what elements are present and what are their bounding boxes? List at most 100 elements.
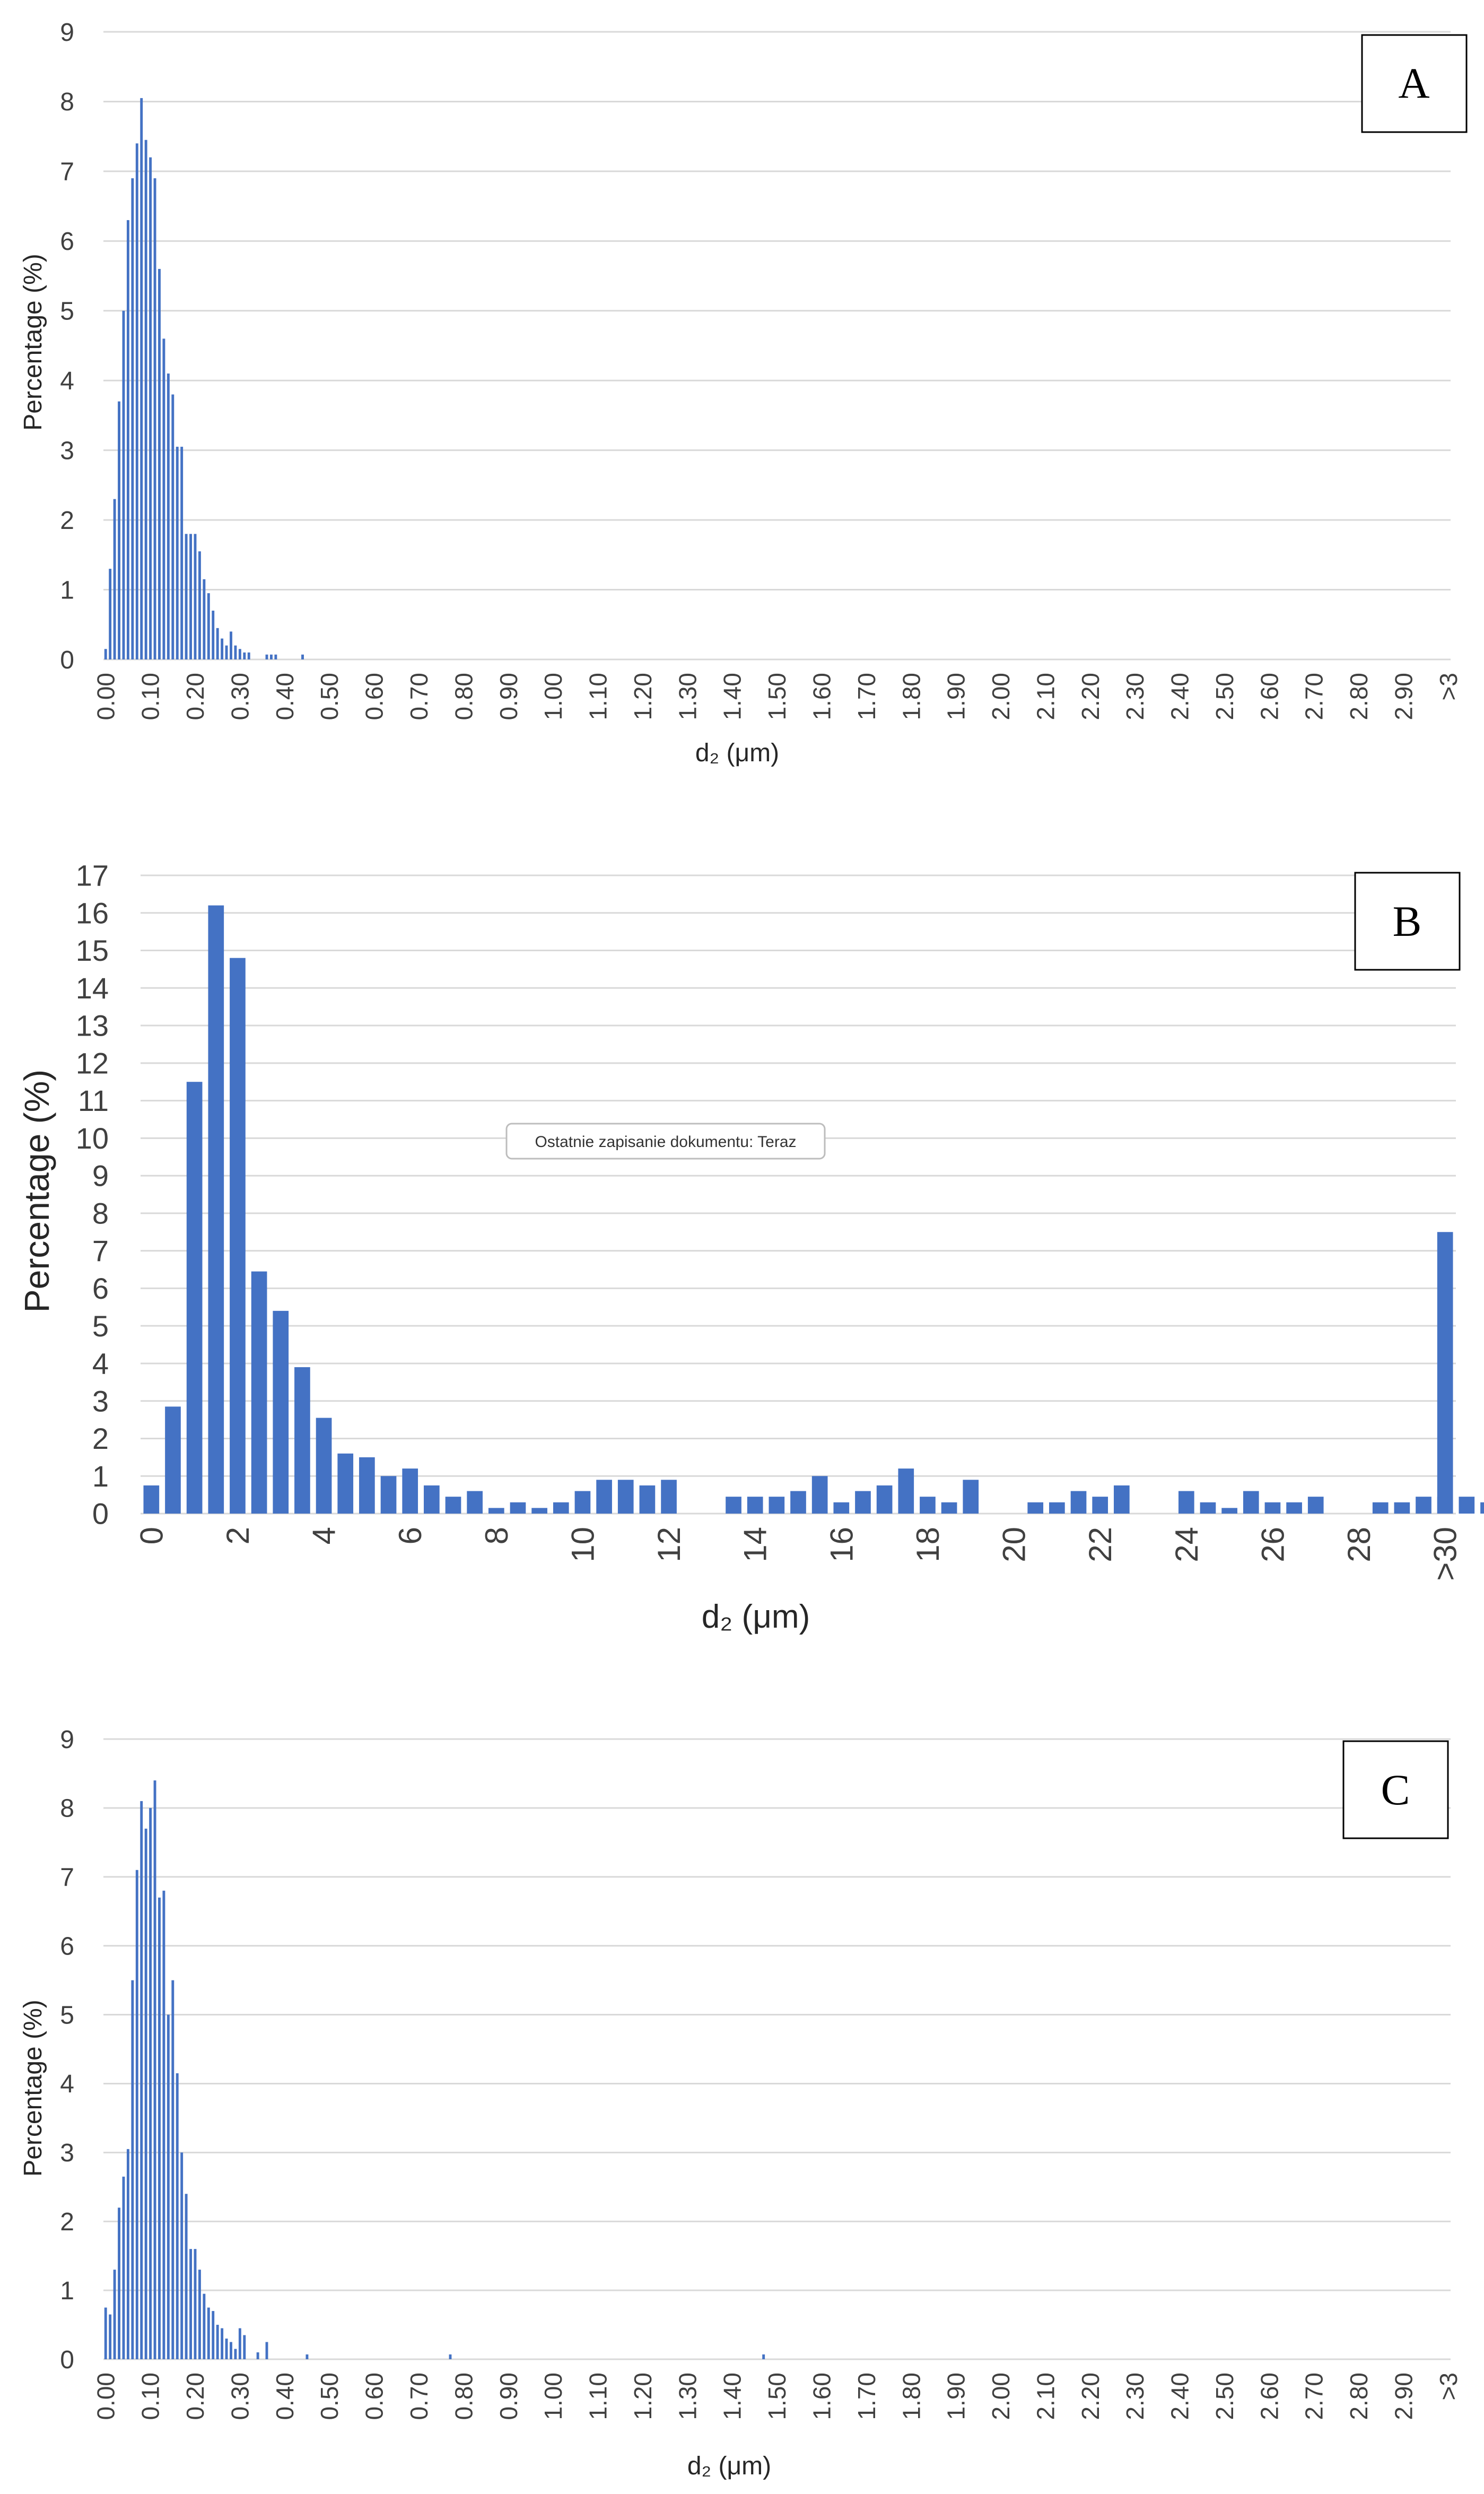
y-tick-label: 14 <box>76 971 109 1005</box>
histogram-bar <box>221 638 224 659</box>
histogram-bar <box>118 2208 120 2359</box>
x-tick-label: 2.50 <box>1211 673 1238 720</box>
histogram-bar <box>194 534 197 659</box>
histogram-bar <box>140 98 143 660</box>
x-tick-label: 16 <box>824 1527 859 1562</box>
x-tick-label: 22 <box>1083 1527 1118 1562</box>
x-tick-label: 0.00 <box>92 673 119 720</box>
y-tick-label: 4 <box>92 1347 109 1380</box>
x-tick-label: 0.20 <box>181 2373 209 2420</box>
histogram-bar <box>1307 1497 1324 1514</box>
x-tick-label: 2.30 <box>1121 673 1149 720</box>
histogram-bar <box>445 1497 461 1514</box>
y-tick-label: 5 <box>60 298 74 326</box>
histogram-bar <box>402 1468 418 1514</box>
histogram-bar <box>143 1485 160 1514</box>
histogram-bar <box>216 628 219 659</box>
histogram-bar <box>424 1485 440 1514</box>
x-tick-label: 0.80 <box>450 2373 477 2420</box>
histogram-bar <box>144 1828 147 2359</box>
y-tick-label: 9 <box>92 1159 109 1193</box>
histogram-bar <box>135 1870 138 2359</box>
y-tick-label: 3 <box>60 437 74 465</box>
x-tick-label: 0.90 <box>495 673 522 720</box>
x-tick-label: 2.70 <box>1300 673 1328 720</box>
histogram-bar <box>212 610 215 659</box>
panel-label-box <box>1361 34 1468 133</box>
y-tick-label: 2 <box>60 2208 74 2236</box>
x-tick-label: 1.60 <box>808 2373 835 2420</box>
histogram-bar <box>207 593 210 659</box>
x-tick-label: 2.00 <box>987 2373 1015 2420</box>
x-tick-label: 14 <box>738 1527 773 1562</box>
histogram-bar <box>189 2249 192 2359</box>
y-tick-label: 10 <box>76 1122 109 1155</box>
histogram-bar <box>963 1480 979 1514</box>
histogram-bar <box>449 2354 452 2359</box>
histogram-bar <box>790 1491 806 1514</box>
x-tick-label: 0.60 <box>361 673 388 720</box>
histogram-bar <box>769 1497 785 1514</box>
x-axis-label: d₂ (μm) <box>702 1598 810 1635</box>
y-tick-label: 15 <box>76 934 109 967</box>
x-tick-label: 0.50 <box>316 2373 343 2420</box>
histogram-bar <box>165 1406 181 1514</box>
histogram-bar <box>811 1476 828 1514</box>
histogram-bar <box>265 654 268 659</box>
histogram-bar <box>180 447 184 659</box>
histogram-bar <box>251 1271 267 1514</box>
x-tick-label: 1.90 <box>942 673 970 720</box>
y-tick-label: 7 <box>92 1234 109 1267</box>
histogram-bar <box>225 645 228 659</box>
histogram-bar <box>126 2149 129 2359</box>
panel-label-letter: A <box>1398 59 1429 107</box>
x-tick-label: 8 <box>479 1527 514 1544</box>
y-tick-label: 4 <box>60 367 74 395</box>
y-tick-label: 8 <box>60 88 74 116</box>
x-tick-label: 1.30 <box>674 2373 701 2420</box>
x-axis-label: d₂ (μm) <box>695 739 779 767</box>
histogram-bar <box>305 2354 309 2359</box>
x-tick-label: 1.50 <box>763 2373 791 2420</box>
histogram-bar <box>531 1508 547 1514</box>
y-tick-label: 9 <box>60 19 74 47</box>
histogram-bar <box>203 2293 206 2359</box>
histogram-bar <box>158 1897 161 2359</box>
histogram-bar <box>135 143 138 659</box>
histogram-bar <box>238 2328 241 2359</box>
y-tick-label: 13 <box>76 1009 109 1042</box>
y-tick-label: 2 <box>92 1422 109 1455</box>
x-tick-label: 1.30 <box>674 673 701 720</box>
chart-panel-a: 0 1 2 3 4 5 6 7 8 9 0.00 0.10 0.20 0.30 0.40 0.50 0.60 0… <box>19 19 1468 767</box>
x-tick-label: 2.10 <box>1032 2373 1059 2420</box>
histogram-bar <box>941 1502 957 1514</box>
histogram-bar <box>144 140 147 659</box>
x-tick-label: 0.10 <box>137 673 164 720</box>
histogram-bar <box>162 338 165 659</box>
histogram-bar <box>140 1801 143 2359</box>
histogram-bar <box>574 1491 591 1514</box>
histogram-bar <box>876 1485 893 1514</box>
x-tick-label: 1.70 <box>853 2373 880 2420</box>
histogram-bar <box>212 2311 215 2359</box>
y-tick-label: 1 <box>60 576 74 604</box>
histogram-bar <box>171 394 174 659</box>
x-tick-label: 6 <box>392 1527 428 1544</box>
x-tick-label: 2.20 <box>1077 2373 1104 2420</box>
y-tick-label: 7 <box>60 1864 74 1892</box>
x-tick-label: 1.00 <box>539 2373 567 2420</box>
histogram-bar <box>198 2270 201 2359</box>
histogram-bar <box>230 631 232 659</box>
x-tick-label: 24 <box>1169 1527 1204 1562</box>
histogram-bar <box>661 1480 677 1514</box>
histogram-bar <box>265 2342 268 2359</box>
x-tick-label: >30 <box>1428 1527 1463 1581</box>
histogram-bar <box>1416 1497 1431 1514</box>
x-tick-label: 2.80 <box>1345 673 1373 720</box>
x-tick-label: 1.60 <box>808 673 835 720</box>
y-tick-label: 0 <box>60 2346 74 2374</box>
x-tick-label: 1.10 <box>584 2373 612 2420</box>
x-tick-label: 1.70 <box>853 673 880 720</box>
x-tick-label: 0.20 <box>181 673 209 720</box>
